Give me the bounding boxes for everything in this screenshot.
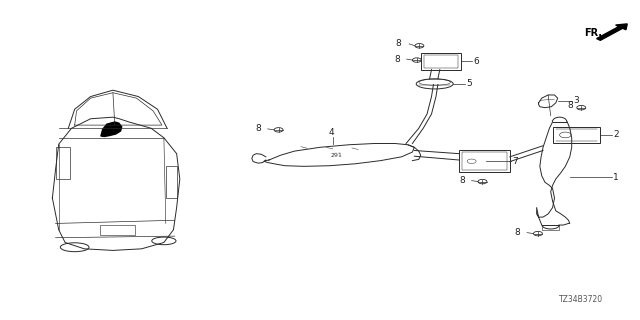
Text: 7: 7 [513,157,518,166]
Polygon shape [100,121,122,137]
Bar [424,55,458,68]
Text: FR.: FR. [584,28,602,38]
Text: 8: 8 [460,176,465,185]
Text: 2: 2 [613,131,619,140]
Text: 8: 8 [568,101,573,110]
Text: 4: 4 [329,128,334,137]
Text: 8: 8 [394,55,399,64]
Bar [420,53,461,69]
Bar [166,166,177,198]
Text: 6: 6 [473,57,479,66]
Bar [100,225,135,235]
Text: TZ34B3720: TZ34B3720 [559,295,603,304]
Text: 5: 5 [467,79,472,88]
Text: 1: 1 [613,173,619,182]
FancyArrow shape [596,24,627,40]
Bar [56,147,70,179]
Bar [541,225,559,230]
Bar [459,150,510,172]
Text: 8: 8 [396,39,401,48]
Text: 8: 8 [515,228,520,237]
Bar [462,152,507,171]
Text: 3: 3 [573,97,579,106]
Text: 8: 8 [255,124,261,133]
Text: 291: 291 [330,153,342,158]
